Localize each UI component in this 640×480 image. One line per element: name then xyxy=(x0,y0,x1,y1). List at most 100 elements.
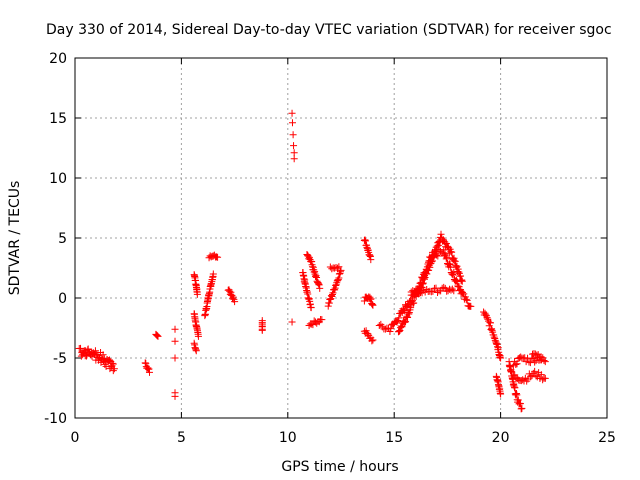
data-point xyxy=(307,304,315,312)
data-point xyxy=(361,236,369,244)
data-point xyxy=(467,302,475,310)
data-point xyxy=(486,319,494,327)
data-point xyxy=(407,288,415,296)
data-point xyxy=(228,291,236,299)
y-axis-label: SDTVAR / TECUs xyxy=(7,181,23,296)
data-point xyxy=(398,323,406,331)
data-point xyxy=(445,244,453,252)
marks-layer xyxy=(75,109,549,413)
grid-layer xyxy=(75,58,607,418)
data-point xyxy=(518,404,526,412)
data-point xyxy=(395,327,403,335)
data-point xyxy=(369,301,377,309)
data-point xyxy=(448,285,456,293)
data-point xyxy=(288,318,296,326)
data-point xyxy=(335,263,343,271)
data-point xyxy=(192,347,200,355)
x-axis-label: GPS time / hours xyxy=(281,459,398,475)
data-point xyxy=(311,273,319,281)
x-tick-label: 25 xyxy=(598,430,616,446)
data-point xyxy=(84,346,92,354)
data-point xyxy=(540,357,548,365)
data-point xyxy=(334,276,342,284)
data-point xyxy=(426,263,434,271)
x-tick-label: 15 xyxy=(385,430,403,446)
data-point xyxy=(289,131,297,139)
x-tick-label: 0 xyxy=(71,430,80,446)
data-point xyxy=(402,318,410,326)
data-point xyxy=(458,288,466,296)
data-point xyxy=(447,248,455,256)
data-point xyxy=(533,351,541,359)
data-point xyxy=(407,304,415,312)
data-point xyxy=(427,258,435,266)
data-point xyxy=(368,300,376,308)
data-point xyxy=(420,286,428,294)
data-point xyxy=(497,354,505,362)
data-point xyxy=(516,400,524,408)
data-point xyxy=(453,278,461,286)
data-point xyxy=(331,286,339,294)
data-point xyxy=(432,251,440,259)
data-point xyxy=(421,274,429,282)
data-point xyxy=(452,262,460,270)
data-point xyxy=(367,295,375,303)
data-point xyxy=(460,290,468,298)
data-point xyxy=(443,254,451,262)
tick-layer: 0 5 10 15 20 25 -10 -5 0 5 10 15 20 xyxy=(44,51,616,446)
data-point xyxy=(447,286,455,294)
y-tick-label: -5 xyxy=(53,351,67,367)
data-point xyxy=(401,307,409,315)
data-point xyxy=(541,358,549,366)
data-point xyxy=(318,316,326,324)
y-tick-label: 0 xyxy=(58,291,67,307)
data-point xyxy=(434,252,442,260)
x-tick-label: 5 xyxy=(177,430,186,446)
y-tick-label: 10 xyxy=(49,171,67,187)
data-point xyxy=(396,327,404,335)
data-point xyxy=(77,344,85,352)
data-point xyxy=(452,277,460,285)
data-point xyxy=(395,314,403,322)
data-point xyxy=(419,280,427,288)
data-point xyxy=(442,239,450,247)
data-point xyxy=(231,298,239,306)
data-point xyxy=(429,287,437,295)
data-point xyxy=(537,371,545,379)
data-point xyxy=(109,367,117,375)
data-point xyxy=(392,317,400,325)
data-point xyxy=(490,333,498,341)
data-point xyxy=(105,356,113,364)
data-point xyxy=(316,284,324,292)
data-point xyxy=(447,263,455,271)
data-point xyxy=(442,255,450,263)
data-point xyxy=(497,390,505,398)
data-point xyxy=(433,242,441,250)
data-point xyxy=(313,274,321,282)
data-point xyxy=(517,405,525,413)
data-point xyxy=(437,230,445,238)
data-point xyxy=(226,287,234,295)
data-point xyxy=(288,119,296,127)
data-point xyxy=(288,109,296,117)
data-point xyxy=(368,301,376,309)
data-point xyxy=(144,364,152,372)
data-point xyxy=(193,290,201,298)
data-point xyxy=(328,265,336,273)
data-point xyxy=(404,314,412,322)
data-point xyxy=(290,142,298,150)
data-point xyxy=(434,289,442,297)
y-tick-label: 15 xyxy=(49,111,67,127)
data-point xyxy=(410,299,418,307)
x-tick-label: 10 xyxy=(279,430,297,446)
data-point xyxy=(450,268,458,276)
data-point xyxy=(511,384,519,392)
data-point xyxy=(393,318,401,326)
data-point xyxy=(369,336,377,344)
data-point xyxy=(333,264,341,272)
data-point xyxy=(450,287,458,295)
y-tick-label: -10 xyxy=(44,411,67,427)
data-point xyxy=(91,347,99,355)
data-point xyxy=(335,274,343,282)
